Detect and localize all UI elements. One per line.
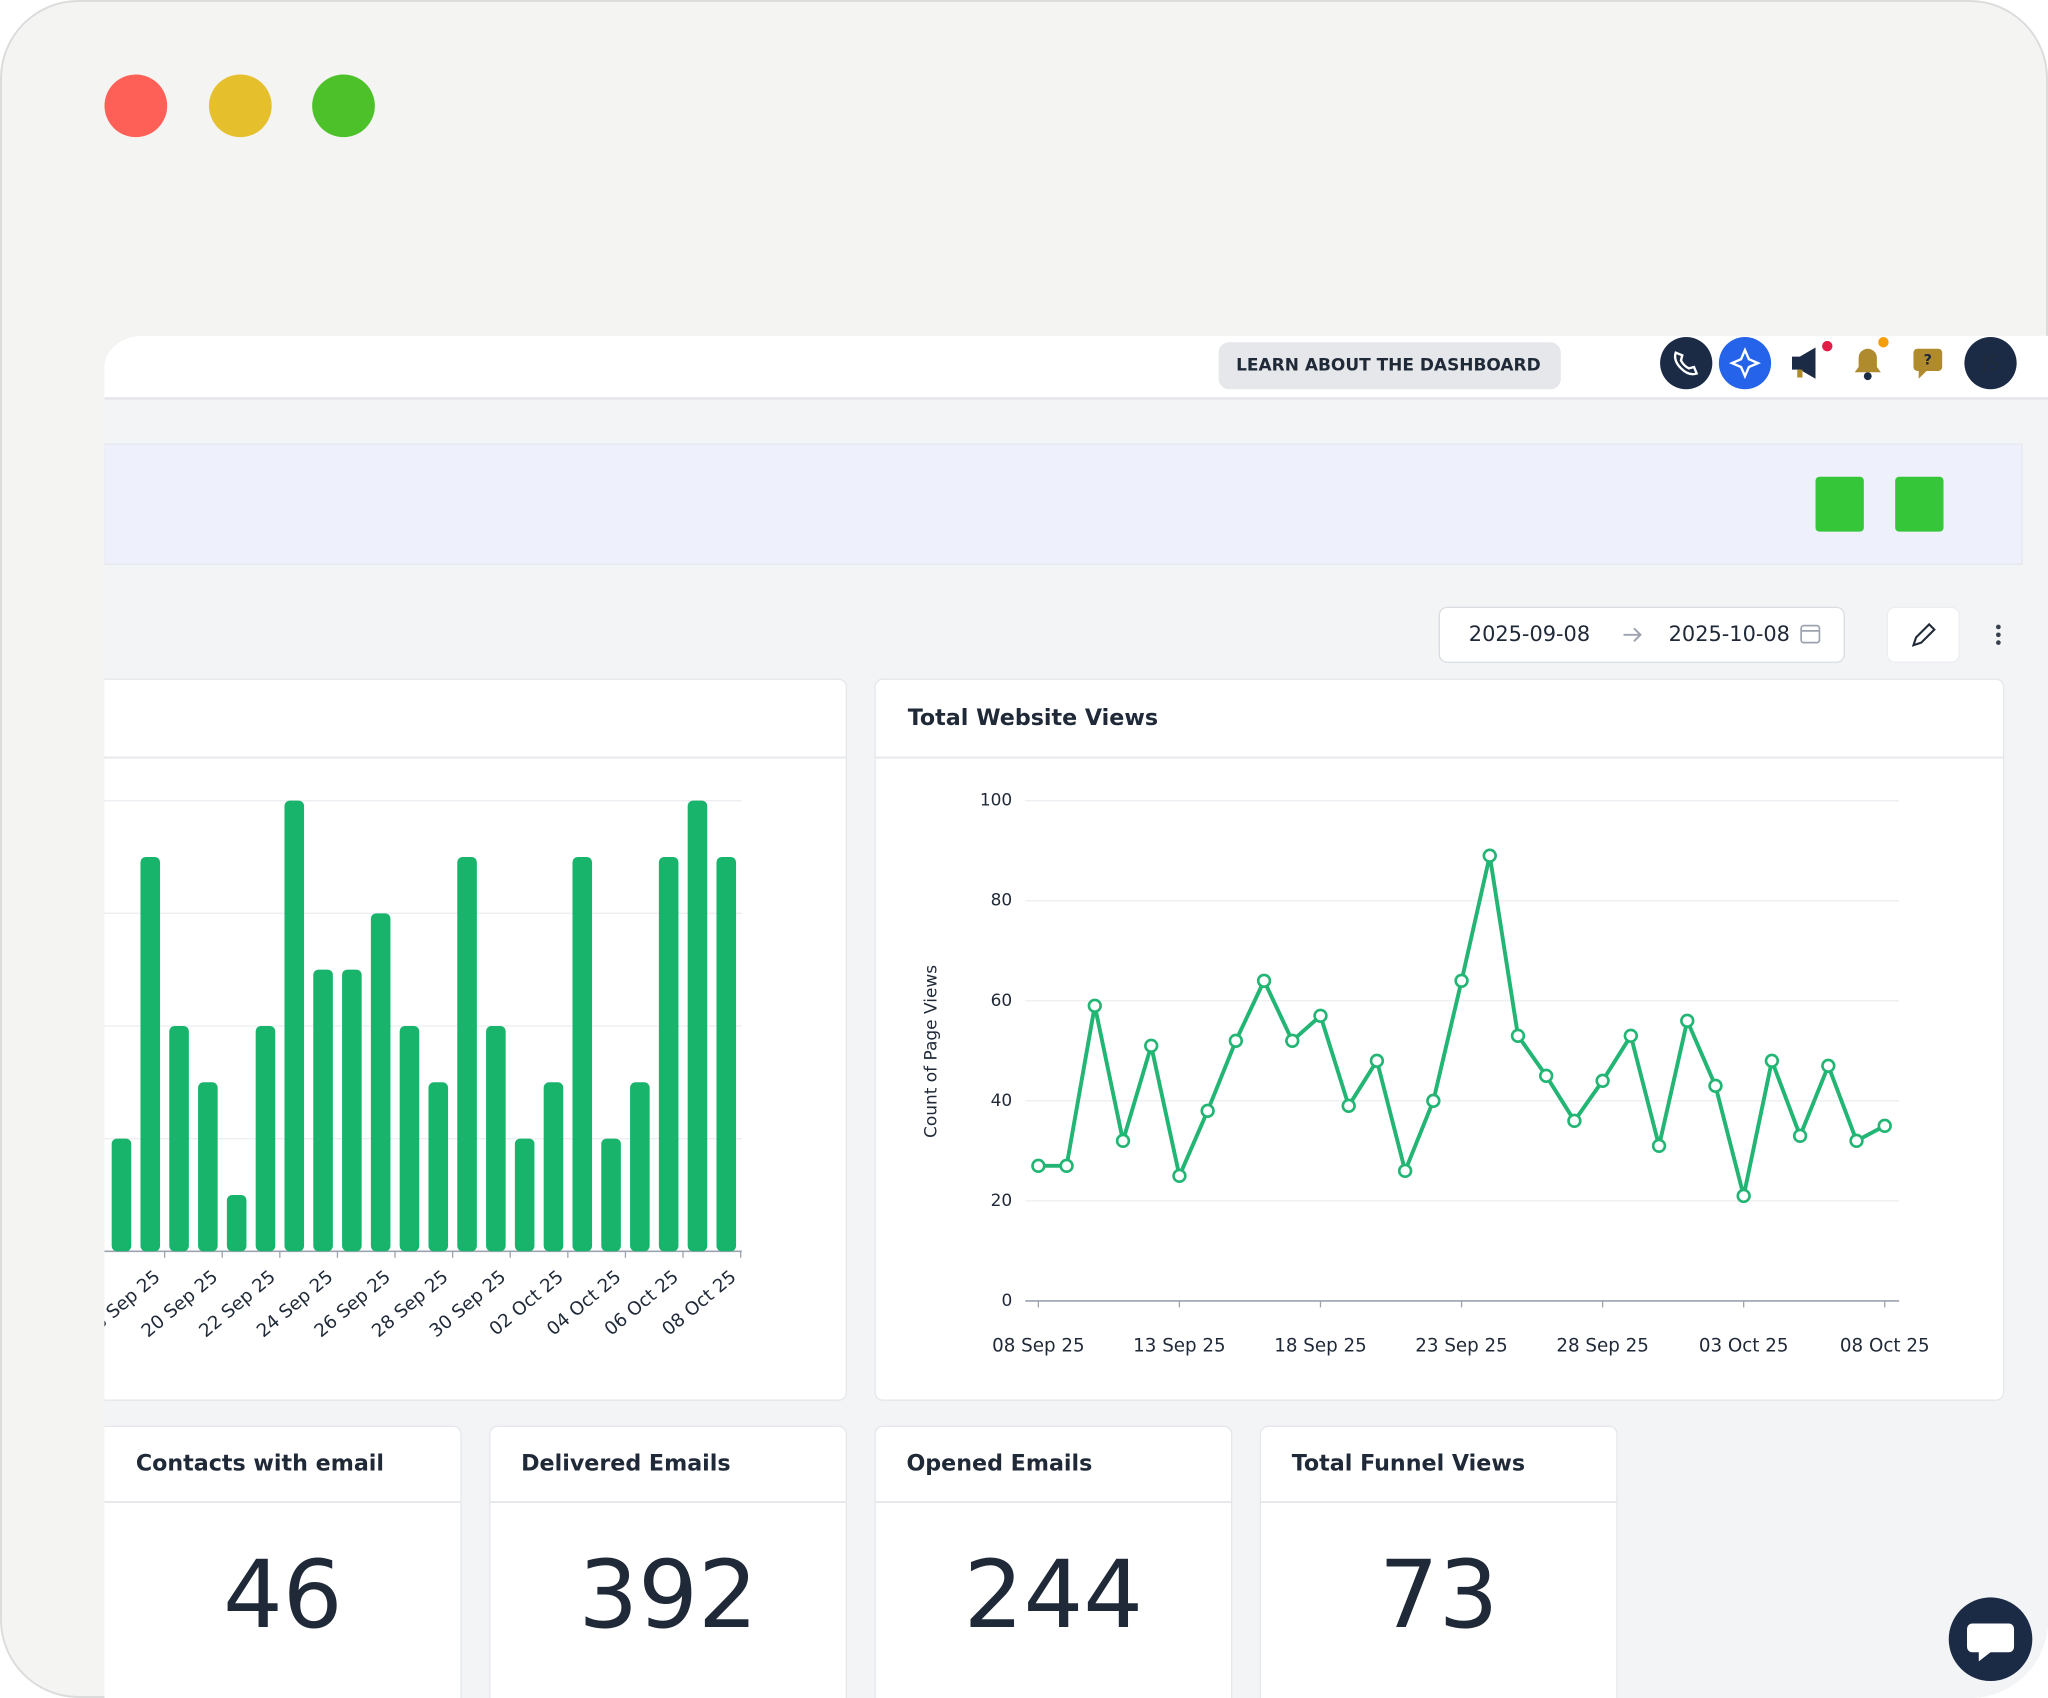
bar [716,857,737,1252]
bar [601,1138,621,1252]
stat-title: Opened Emails [906,1451,1092,1477]
bar [255,1025,276,1252]
point [1397,1163,1413,1179]
bar [140,857,161,1252]
point [1539,1068,1554,1083]
point [1341,1098,1356,1114]
point [1454,973,1469,988]
bar [687,800,708,1252]
y-axis-title: Count of Page Views [921,965,941,1138]
bar [658,857,679,1252]
point [1200,1103,1215,1119]
phone-icon[interactable] [1660,337,1713,390]
date-start: 2025-09-08 [1469,622,1590,646]
bar [630,1082,650,1252]
x-tick-label: 08 Oct 25 [1840,1336,1930,1357]
point [1031,1158,1046,1174]
stat-value: 73 [1379,1541,1499,1650]
stat-value: 392 [578,1541,757,1650]
maximize-button[interactable] [312,74,375,138]
bar [543,1082,564,1252]
point [1144,1038,1159,1053]
point [1426,1093,1441,1109]
bell-icon[interactable] [1854,348,1881,373]
point [1877,1118,1892,1134]
stat-title: Delivered Emails [521,1451,730,1477]
point [1228,1033,1244,1048]
point [1792,1128,1808,1144]
bar [111,1138,132,1252]
stat-title: Contacts with email [136,1451,384,1477]
point [1736,1188,1751,1204]
point [1764,1053,1780,1068]
announcement-icon[interactable] [1792,347,1816,379]
y-tick-label: 40 [991,1091,1013,1111]
stat-value: 244 [964,1541,1143,1650]
learn-button[interactable] [1218,342,1561,390]
bar [226,1194,247,1252]
x-tick-label: 28 Sep 25 [1556,1336,1649,1357]
action-button[interactable] [1895,476,1944,532]
point [1651,1138,1667,1154]
y-tick-label: 100 [980,791,1012,811]
point [1821,1058,1836,1073]
x-tick-label: 08 Sep 25 [992,1336,1085,1357]
y-tick-label: 60 [991,991,1013,1011]
x-tick-label: 13 Sep 25 [1133,1336,1226,1357]
avatar[interactable] [1964,337,2017,390]
minimize-button[interactable] [208,74,272,138]
bar [514,1138,535,1252]
bar [457,857,477,1252]
point [1059,1158,1074,1174]
point [1256,973,1272,988]
x-tick-label: 23 Sep 25 [1415,1336,1508,1357]
bar [486,1025,506,1252]
banner [104,443,2023,565]
avatar-initials: JS [1981,353,1999,374]
bar [313,969,333,1252]
stat-value: 46 [223,1541,343,1650]
point [1567,1113,1582,1129]
y-tick-label: 20 [991,1191,1013,1211]
x-tick-label: 18 Sep 25 [1274,1336,1367,1357]
bar [169,1025,189,1252]
x-tick-label: 03 Oct 25 [1699,1336,1789,1357]
line-chart-title: Total Website Views [908,705,1158,731]
edit-button[interactable] [1886,606,1960,663]
date-end: 2025-10-08 [1669,622,1790,646]
point [1313,1008,1328,1023]
point [1172,1168,1187,1184]
point [1369,1053,1385,1068]
point [1623,1028,1639,1043]
point [1115,1133,1131,1149]
line-chart-card [874,678,2005,1401]
help-icon[interactable] [1913,348,1943,371]
point [1849,1133,1864,1149]
point [1595,1073,1610,1088]
close-button[interactable] [104,74,168,138]
y-tick-label: 80 [991,891,1013,911]
point [1087,998,1102,1013]
stat-title: Total Funnel Views [1292,1451,1525,1477]
point [1482,848,1497,863]
bar [572,857,593,1252]
point [1285,1033,1300,1048]
bar [342,969,362,1252]
ai-icon[interactable] [1718,337,1772,390]
point [1708,1078,1723,1093]
bar [284,800,305,1252]
bar [399,1025,420,1252]
point [1510,1028,1526,1043]
y-tick-label: 0 [1001,1291,1012,1311]
bar [198,1082,218,1252]
learn-button-label: LEARN ABOUT THE DASHBOARD [1236,356,1541,376]
bar [428,1082,449,1252]
more-menu[interactable] [1996,624,2001,630]
point [1680,1013,1695,1028]
svg-text:?: ? [1924,353,1932,369]
action-button[interactable] [1815,476,1864,532]
bar [370,913,391,1252]
